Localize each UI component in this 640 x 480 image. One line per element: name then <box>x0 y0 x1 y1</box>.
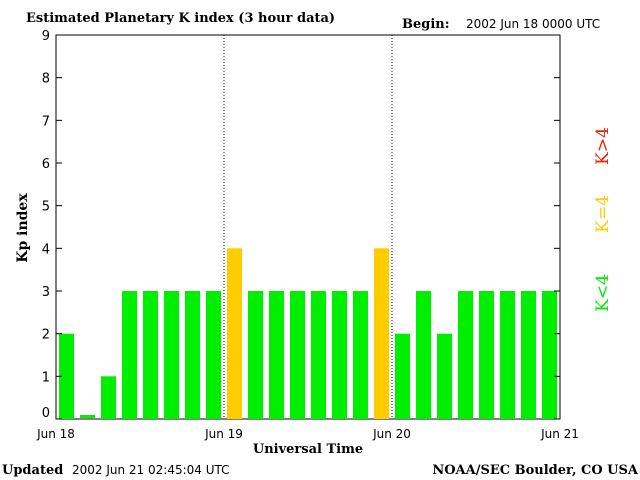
x-tick-label: Jun 19 <box>204 427 243 441</box>
begin-label: Begin: <box>402 17 450 32</box>
kp-bar <box>416 291 431 419</box>
y-tick-label: 4 <box>42 242 50 257</box>
kp-bar <box>332 291 347 419</box>
y-axis: 0 1 2 3 4 5 6 7 8 9 <box>42 29 560 421</box>
x-axis: Jun 18 Jun 19 Jun 20 Jun 21 <box>36 427 579 441</box>
updated-label: Updated <box>2 463 63 478</box>
y-axis-title: Kp index <box>15 193 31 263</box>
x-axis-title: Universal Time <box>253 442 363 457</box>
kp-bar <box>101 376 116 419</box>
y-tick-label: 3 <box>42 285 50 300</box>
kp-bar <box>290 291 305 419</box>
y-tick-label: 0 <box>42 406 50 421</box>
legend-k-equal-4: K=4 <box>593 195 613 233</box>
kp-bar <box>185 291 200 419</box>
kp-bar <box>269 291 284 419</box>
kp-bar <box>479 291 494 419</box>
kp-bar <box>374 248 389 419</box>
kp-bar <box>458 291 473 419</box>
x-tick-label: Jun 18 <box>36 427 75 441</box>
kp-bar <box>143 291 158 419</box>
y-tick-label: 6 <box>42 157 50 172</box>
kp-bar <box>542 291 557 419</box>
y-tick-label: 2 <box>42 328 50 343</box>
x-tick-label: Jun 20 <box>372 427 411 441</box>
chart-title: Estimated Planetary K index (3 hour data… <box>26 11 335 26</box>
kp-bar <box>311 291 326 419</box>
y-tick-label: 8 <box>42 72 50 87</box>
kp-bar <box>227 248 242 419</box>
kp-bar <box>80 415 95 418</box>
x-tick-label: Jun 21 <box>540 427 579 441</box>
kp-bar <box>248 291 263 419</box>
updated-value: 2002 Jun 21 02:45:04 UTC <box>72 463 230 477</box>
kp-bar <box>206 291 221 419</box>
kp-bar <box>59 333 74 419</box>
kp-bar <box>521 291 536 419</box>
plot-frame <box>55 34 561 420</box>
y-tick-label: 1 <box>42 370 50 385</box>
begin-value: 2002 Jun 18 0000 UTC <box>466 17 600 31</box>
kp-bar <box>122 291 137 419</box>
kp-bar <box>500 291 515 419</box>
kp-bar <box>164 291 179 419</box>
kp-bar <box>395 333 410 419</box>
y-tick-label: 7 <box>42 114 50 129</box>
kp-bar <box>353 291 368 419</box>
legend-k-greater-4: K>4 <box>593 127 613 165</box>
kp-bar <box>437 333 452 419</box>
y-tick-label: 9 <box>42 29 50 44</box>
y-tick-label: 5 <box>42 200 50 215</box>
bars-group <box>59 248 557 419</box>
legend-k-less-4: K<4 <box>593 274 613 312</box>
source-credit: NOAA/SEC Boulder, CO USA <box>432 463 639 478</box>
